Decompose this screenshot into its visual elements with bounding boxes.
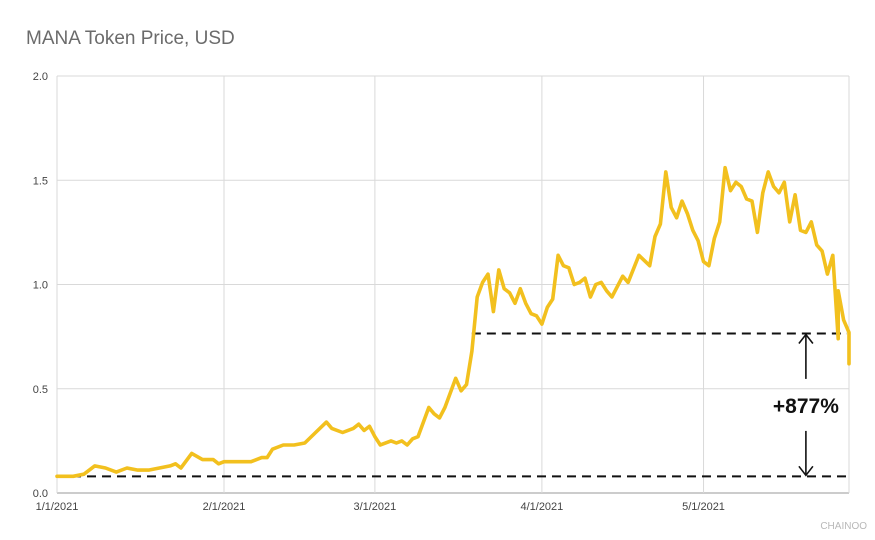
- x-tick-label: 2/1/2021: [203, 501, 246, 513]
- y-tick-label: 1.0: [33, 280, 48, 292]
- annotation-label: +877%: [773, 395, 839, 418]
- x-tick-label: 4/1/2021: [520, 501, 563, 513]
- x-tick-label: 1/1/2021: [36, 501, 79, 513]
- y-axis: 0.0 0.5 1.0 1.5 2.0: [33, 71, 48, 500]
- y-tick-label: 1.5: [33, 175, 48, 187]
- series-layer: [55, 165, 851, 479]
- chart-title: MANA Token Price, USD: [26, 28, 235, 49]
- price-series-line: [55, 165, 851, 479]
- y-tick-label: 0.5: [33, 384, 48, 396]
- grid-lines: [56, 75, 850, 494]
- y-tick-label: 0.0: [33, 488, 48, 500]
- reference-lines: [57, 332, 847, 478]
- arrow-up-head: [798, 333, 814, 344]
- arrow-down-head: [798, 465, 814, 477]
- x-axis: 1/1/2021 2/1/2021 3/1/2021 4/1/2021 5/1/2021: [36, 501, 725, 513]
- x-tick-label: 3/1/2021: [353, 501, 396, 513]
- x-tick-label: 5/1/2021: [682, 501, 725, 513]
- watermark-logo: CHAINOO: [820, 521, 867, 532]
- annotation-layer: +877%: [773, 333, 839, 477]
- y-tick-label: 2.0: [33, 71, 48, 83]
